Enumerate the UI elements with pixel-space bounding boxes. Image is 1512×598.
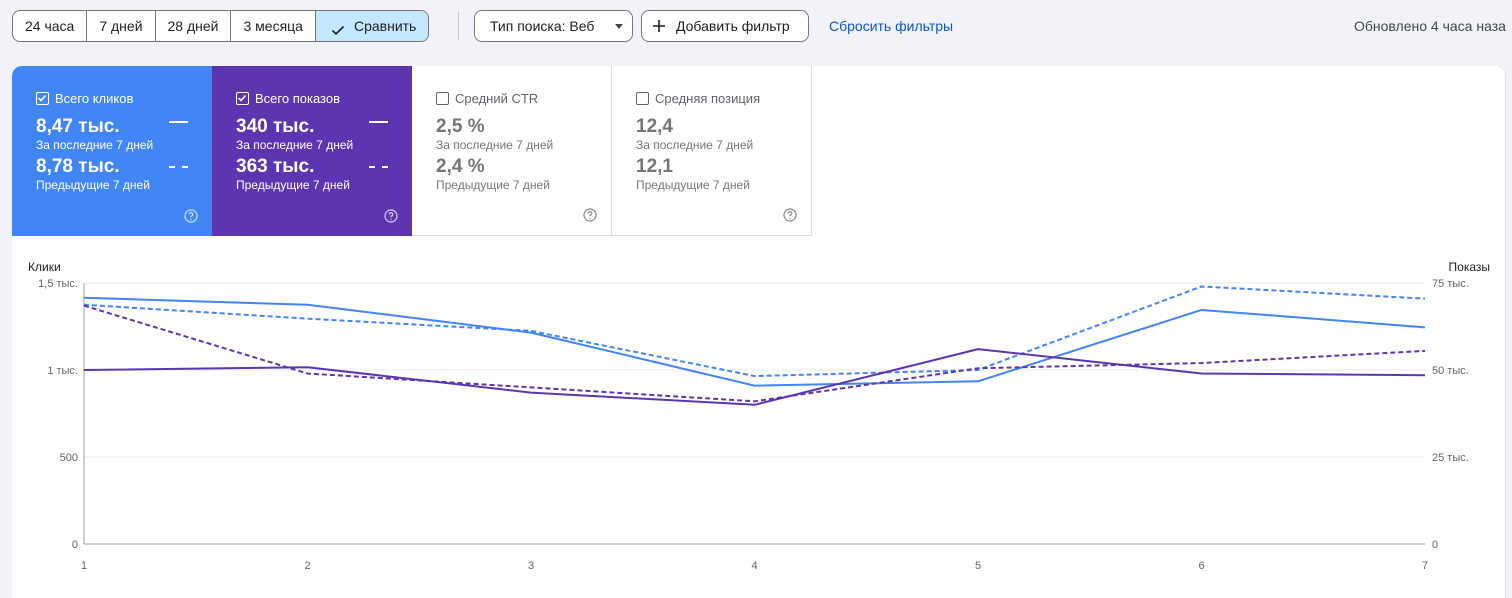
dropdown-caret-icon (615, 24, 623, 29)
legend-dashed-line (169, 166, 188, 168)
metric-label: Всего показов (255, 90, 340, 106)
metric-current-label: За последние 7 дней (36, 138, 154, 152)
metric-previous-value: 363 тыс. (236, 156, 315, 177)
help-icon[interactable] (184, 209, 198, 223)
metric-header: Всего кликов (36, 90, 212, 106)
search-type-dropdown[interactable]: Тип поиска: Веб (474, 10, 633, 42)
right-axis-tick-label: 50 тыс. (1432, 365, 1469, 377)
metric-header: Средний CTR (436, 90, 611, 106)
performance-chart: 0 500 1 тыс. 1,5 тыс. 0 25 тыс. 50 тыс. 75 тыс.… (28, 260, 1490, 572)
checkbox-checked-icon[interactable] (36, 91, 49, 105)
x-axis-tick-label: 1 (81, 560, 87, 572)
metric-current-value: 12,4 (636, 116, 673, 137)
performance-card: Всего кликов 8,47 тыс. За последние 7 дн… (12, 66, 1506, 598)
metric-tile-ctr[interactable]: Средний CTR 2,5 % За последние 7 дней 2,… (412, 66, 612, 236)
period-7d-button[interactable]: 7 дней (87, 11, 156, 41)
metric-previous-label: Предыдущие 7 дней (236, 178, 350, 192)
search-type-label: Тип поиска: Веб (490, 18, 595, 34)
metric-previous-label: Предыдущие 7 дней (36, 178, 150, 192)
plus-icon (651, 18, 667, 34)
series-line-1 (83, 285, 1426, 378)
metric-header: Средняя позиция (636, 90, 811, 106)
x-axis-tick-label: 7 (1422, 560, 1428, 572)
metric-previous-label: Предыдущие 7 дней (636, 178, 750, 192)
x-axis-tick-label: 6 (1198, 560, 1204, 572)
x-axis-tick-label: 5 (975, 560, 981, 572)
metric-label: Средний CTR (455, 90, 539, 106)
metric-tiles: Всего кликов 8,47 тыс. За последние 7 дн… (12, 66, 812, 236)
add-filter-button[interactable]: Добавить фильтр (641, 10, 809, 42)
metric-previous-label: Предыдущие 7 дней (436, 178, 550, 192)
legend-solid-line (369, 121, 388, 123)
check-icon (330, 18, 346, 36)
metric-tile-clicks[interactable]: Всего кликов 8,47 тыс. За последние 7 дн… (12, 66, 212, 236)
toolbar: 24 часа 7 дней 28 дней 3 месяца Сравнить… (12, 10, 1512, 42)
x-axis-tick-label: 4 (751, 560, 757, 572)
help-icon[interactable] (783, 208, 797, 222)
right-axis-tick-label: 0 (1432, 539, 1438, 551)
metric-previous-value: 12,1 (636, 156, 673, 177)
left-axis-tick-label: 1,5 тыс. (38, 278, 78, 290)
help-icon[interactable] (583, 208, 597, 222)
checkbox-checked-icon[interactable] (236, 91, 249, 105)
metric-previous-value: 8,78 тыс. (36, 156, 120, 177)
period-3m-button[interactable]: 3 месяца (231, 11, 316, 41)
period-24h-button[interactable]: 24 часа (13, 11, 88, 41)
legend-dashed-line (369, 166, 388, 168)
x-axis-tick-label: 3 (528, 560, 534, 572)
metric-current-label: За последние 7 дней (636, 138, 754, 152)
metric-label: Средняя позиция (655, 90, 761, 106)
metric-current-value: 340 тыс. (236, 116, 315, 137)
x-axis-tick-label: 2 (304, 560, 310, 572)
left-axis-tick-label: 500 (60, 452, 78, 464)
right-axis-tick-label: 25 тыс. (1432, 452, 1469, 464)
metric-current-value: 8,47 тыс. (36, 116, 120, 137)
metric-current-label: За последние 7 дней (436, 138, 554, 152)
metric-header: Всего показов (236, 90, 412, 106)
help-icon[interactable] (384, 209, 398, 223)
metric-tile-impressions[interactable]: Всего показов 340 тыс. За последние 7 дн… (212, 66, 412, 236)
metric-current-label: За последние 7 дней (236, 138, 354, 152)
series-line-3 (83, 304, 1426, 403)
right-axis-title: Показы (1449, 260, 1490, 274)
left-axis-tick-label: 0 (72, 539, 78, 551)
compare-button[interactable]: Сравнить (315, 11, 429, 41)
series-line-0 (83, 296, 1426, 387)
series-line-2 (83, 348, 1426, 406)
compare-label: Сравнить (353, 18, 417, 34)
left-axis-title: Клики (28, 260, 61, 274)
right-axis-tick-label: 75 тыс. (1432, 278, 1469, 290)
metric-label: Всего кликов (55, 90, 134, 106)
toolbar-divider (458, 12, 459, 40)
left-axis-tick-label: 1 тыс. (47, 365, 78, 377)
updated-status: Обновлено 4 часа наза (1354, 18, 1506, 34)
period-28d-button[interactable]: 28 дней (156, 11, 232, 41)
metric-current-value: 2,5 % (436, 116, 485, 137)
legend-solid-line (169, 121, 188, 123)
metric-tile-position[interactable]: Средняя позиция 12,4 За последние 7 дней… (612, 66, 812, 236)
checkbox-unchecked-icon[interactable] (636, 91, 649, 105)
metric-previous-value: 2,4 % (436, 156, 485, 177)
period-selector: 24 часа 7 дней 28 дней 3 месяца Сравнить (12, 10, 430, 42)
reset-filters-link[interactable]: Сбросить фильтры (829, 18, 954, 34)
checkbox-unchecked-icon[interactable] (436, 91, 449, 105)
add-filter-label: Добавить фильтр (676, 18, 790, 34)
